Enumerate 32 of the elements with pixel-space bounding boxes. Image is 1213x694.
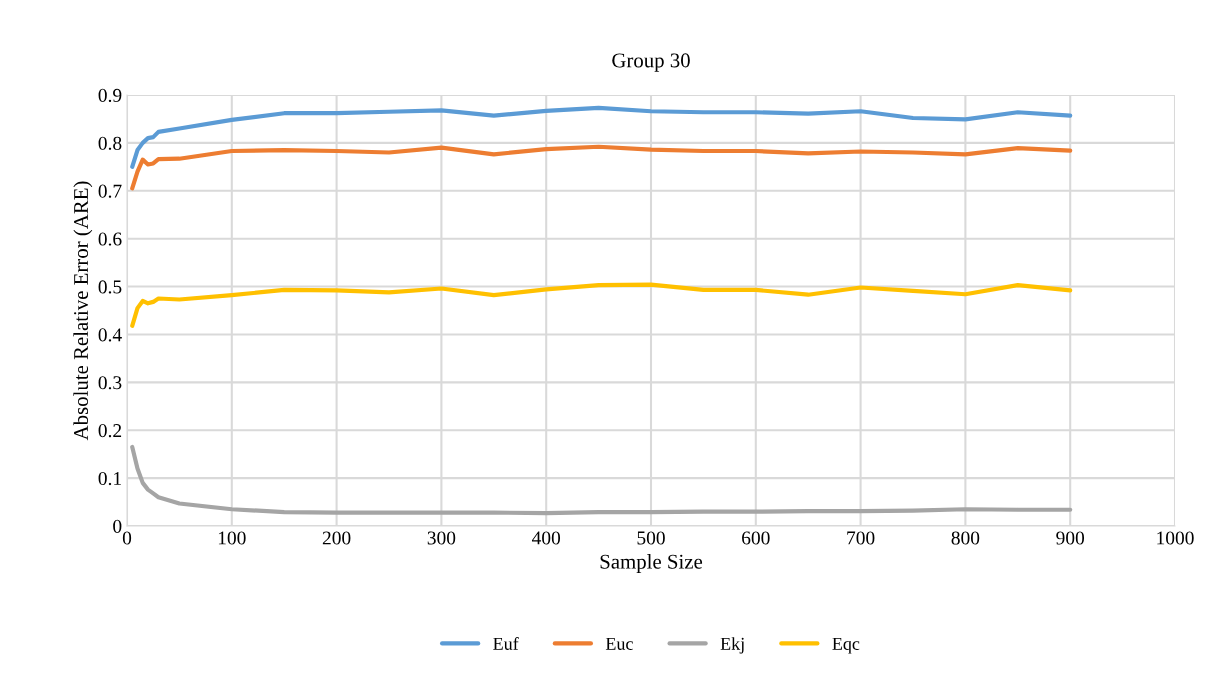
y-axis-title: Absolute Relative Error (ARE) (73, 181, 93, 441)
y-tick-label: 0.7 (98, 184, 122, 198)
legend-label: Eqc (832, 637, 860, 654)
x-tick-label: 1000 (1157, 531, 1194, 545)
x-tick-label: 900 (1056, 531, 1085, 545)
line-series (130, 444, 1073, 516)
line-series (130, 105, 1073, 169)
x-tick-label: 0 (122, 531, 132, 545)
x-tick-label: 700 (847, 531, 875, 545)
y-tick-label: 0.1 (98, 471, 121, 486)
chart-title: Group 30 (612, 53, 690, 72)
legend-label: Euf (493, 637, 519, 650)
x-axis-title: Sample Size (600, 554, 703, 573)
y-tick-label: 0.2 (98, 424, 122, 438)
y-tick-label: 0.6 (98, 232, 122, 246)
line-series (130, 282, 1073, 328)
line-series (130, 144, 1073, 191)
x-tick-label: 600 (742, 531, 770, 545)
y-tick-label: 0.5 (98, 280, 122, 294)
x-tick-label: 500 (637, 531, 665, 545)
x-tick-label: 800 (951, 531, 980, 545)
x-tick-label: 300 (427, 531, 456, 545)
x-tick-label: 100 (218, 531, 246, 545)
y-tick-label: 0.3 (98, 376, 122, 390)
x-tick-label: 200 (322, 531, 351, 545)
y-tick-label: 0.4 (98, 328, 122, 342)
legend-label: Euc (605, 637, 633, 650)
x-tick-label: 400 (532, 531, 561, 545)
legend-label: Ekj (720, 637, 744, 654)
y-tick-label: 0.8 (98, 136, 122, 150)
y-tick-label: 0 (113, 519, 122, 533)
y-tick-label: 0.9 (98, 88, 122, 103)
